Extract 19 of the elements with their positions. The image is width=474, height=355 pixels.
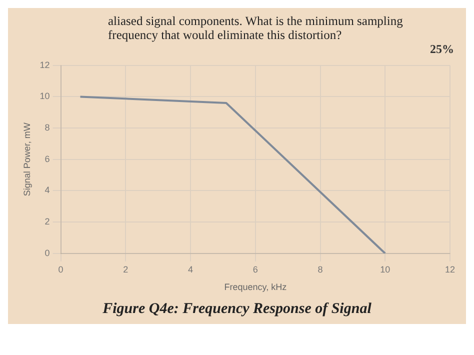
y-tick-label: 6 xyxy=(44,154,50,164)
x-axis-title: Frequency, kHz xyxy=(224,282,288,292)
chart-title: aliased signal components. What is the minimum sampling frequency that would eliminate this distortion? xyxy=(107,14,404,42)
x-tick-label: 8 xyxy=(318,264,323,274)
x-tick-label: 0 xyxy=(58,264,64,274)
x-tick-label: 4 xyxy=(188,264,194,274)
x-tick-label: 2 xyxy=(123,264,128,274)
y-tick-label: 10 xyxy=(40,91,50,102)
x-tick-label: 10 xyxy=(380,264,390,274)
y-tick-label: 4 xyxy=(44,185,50,196)
x-tick-label: 6 xyxy=(252,264,258,274)
y-axis-title: Signal Power, mW xyxy=(22,122,32,196)
caption: Figure Q4e: Frequency Response of Signal xyxy=(102,301,372,318)
y-tick-label: 12 xyxy=(40,60,50,70)
y-tick-label: 0 xyxy=(44,248,50,258)
text: 25% xyxy=(429,42,455,57)
y-tick-label: 2 xyxy=(44,216,50,227)
y-tick-label: 8 xyxy=(44,122,50,133)
x-tick-label: 12 xyxy=(444,264,455,274)
